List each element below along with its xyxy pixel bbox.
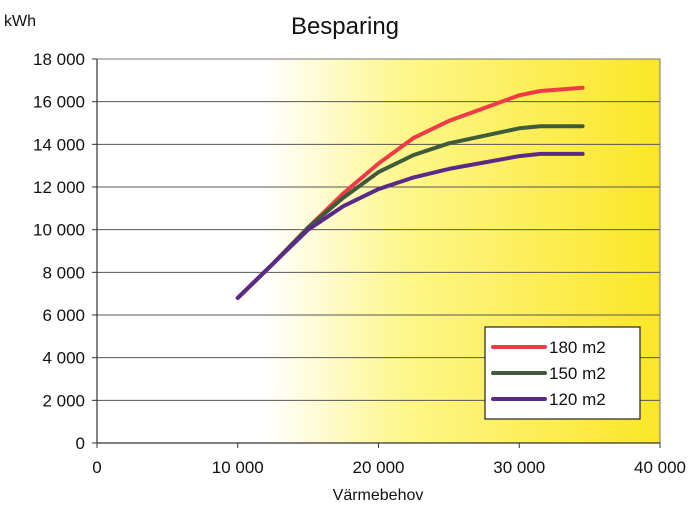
- y-axis-label: kWh: [4, 13, 36, 30]
- y-tick-label: 12 000: [33, 178, 85, 197]
- tick-labels: 0 2 000 4 000 6 000 8 000 10 000 12 000 14 000 1…: [33, 50, 686, 477]
- y-tick-label: 14 000: [33, 135, 85, 154]
- legend-label: 120 m2: [549, 390, 606, 409]
- y-tick-label: 16 000: [33, 93, 85, 112]
- x-axis-label: Värmebehov: [333, 487, 424, 503]
- legend: 180 m2 150 m2 120 m2: [484, 326, 641, 420]
- axes: [92, 58, 661, 448]
- y-tick-label: 6 000: [42, 306, 85, 325]
- y-tick-label: 10 000: [33, 221, 85, 240]
- y-tick-label: 18 000: [33, 50, 85, 69]
- x-tick-label: 30 000: [493, 458, 545, 477]
- x-tick-label: 20 000: [353, 458, 405, 477]
- x-tick-label: 40 000: [634, 458, 686, 477]
- y-tick-label: 8 000: [42, 263, 85, 282]
- x-tick-label: 0: [92, 458, 101, 477]
- legend-label: 150 m2: [549, 364, 606, 383]
- x-tick-label: 10 000: [212, 458, 264, 477]
- legend-label: 180 m2: [549, 338, 606, 357]
- series-lines: [235, 85, 585, 300]
- y-tick-label: 2 000: [42, 391, 85, 410]
- series-line-120-m2: [235, 151, 585, 300]
- y-tick-label: 0: [76, 434, 85, 453]
- y-tick-label: 4 000: [42, 349, 85, 368]
- chart-title: Besparing: [291, 13, 399, 40]
